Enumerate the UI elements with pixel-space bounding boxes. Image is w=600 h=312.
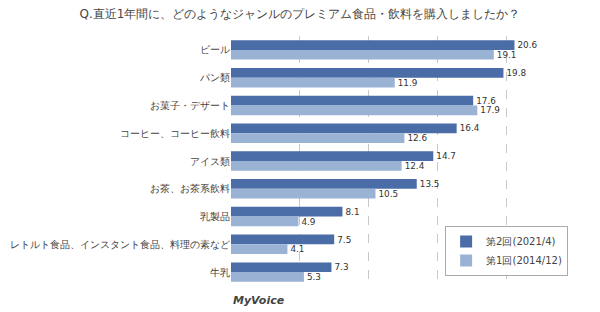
svg-text:19.1: 19.1 — [497, 50, 517, 60]
svg-text:MyVoice: MyVoice — [233, 294, 285, 307]
svg-text:20.6: 20.6 — [517, 40, 537, 50]
svg-text:第2回(2021/4): 第2回(2021/4) — [486, 236, 555, 247]
svg-text:14.7: 14.7 — [436, 151, 456, 161]
svg-text:19.8: 19.8 — [506, 68, 526, 78]
svg-text:アイス類: アイス類 — [190, 156, 230, 167]
svg-text:17.6: 17.6 — [476, 96, 496, 106]
svg-text:12.6: 12.6 — [407, 133, 427, 143]
svg-text:牛乳: 牛乳 — [210, 267, 230, 278]
svg-text:12.4: 12.4 — [405, 161, 425, 171]
svg-text:Q.直近1年間に、どのようなジャンルのプレミアム食品・飲料を: Q.直近1年間に、どのようなジャンルのプレミアム食品・飲料を購入しましたか？ — [80, 7, 521, 21]
svg-text:10.5: 10.5 — [378, 189, 398, 199]
svg-text:7.3: 7.3 — [334, 262, 348, 272]
svg-text:パン類: パン類 — [199, 72, 230, 83]
svg-text:コーヒー、コーヒー飲料: コーヒー、コーヒー飲料 — [120, 128, 230, 139]
svg-text:16.4: 16.4 — [460, 123, 480, 133]
svg-text:レトルト食品、インスタント食品、料理の素など: レトルト食品、インスタント食品、料理の素など — [10, 239, 230, 250]
svg-text:8.1: 8.1 — [345, 207, 359, 217]
svg-text:7.5: 7.5 — [337, 235, 351, 245]
svg-text:5.3: 5.3 — [307, 272, 321, 282]
svg-text:4.1: 4.1 — [290, 244, 304, 254]
svg-text:4.9: 4.9 — [301, 217, 315, 227]
svg-text:乳製品: 乳製品 — [200, 211, 230, 222]
svg-text:第1回(2014/12): 第1回(2014/12) — [486, 255, 562, 266]
svg-text:11.9: 11.9 — [398, 78, 418, 88]
svg-text:お菓子・デザート: お菓子・デザート — [150, 100, 230, 111]
svg-text:13.5: 13.5 — [420, 179, 440, 189]
svg-text:17.9: 17.9 — [480, 105, 500, 115]
svg-text:お茶、お茶系飲料: お茶、お茶系飲料 — [150, 183, 230, 194]
svg-text:ビール: ビール — [200, 44, 230, 55]
